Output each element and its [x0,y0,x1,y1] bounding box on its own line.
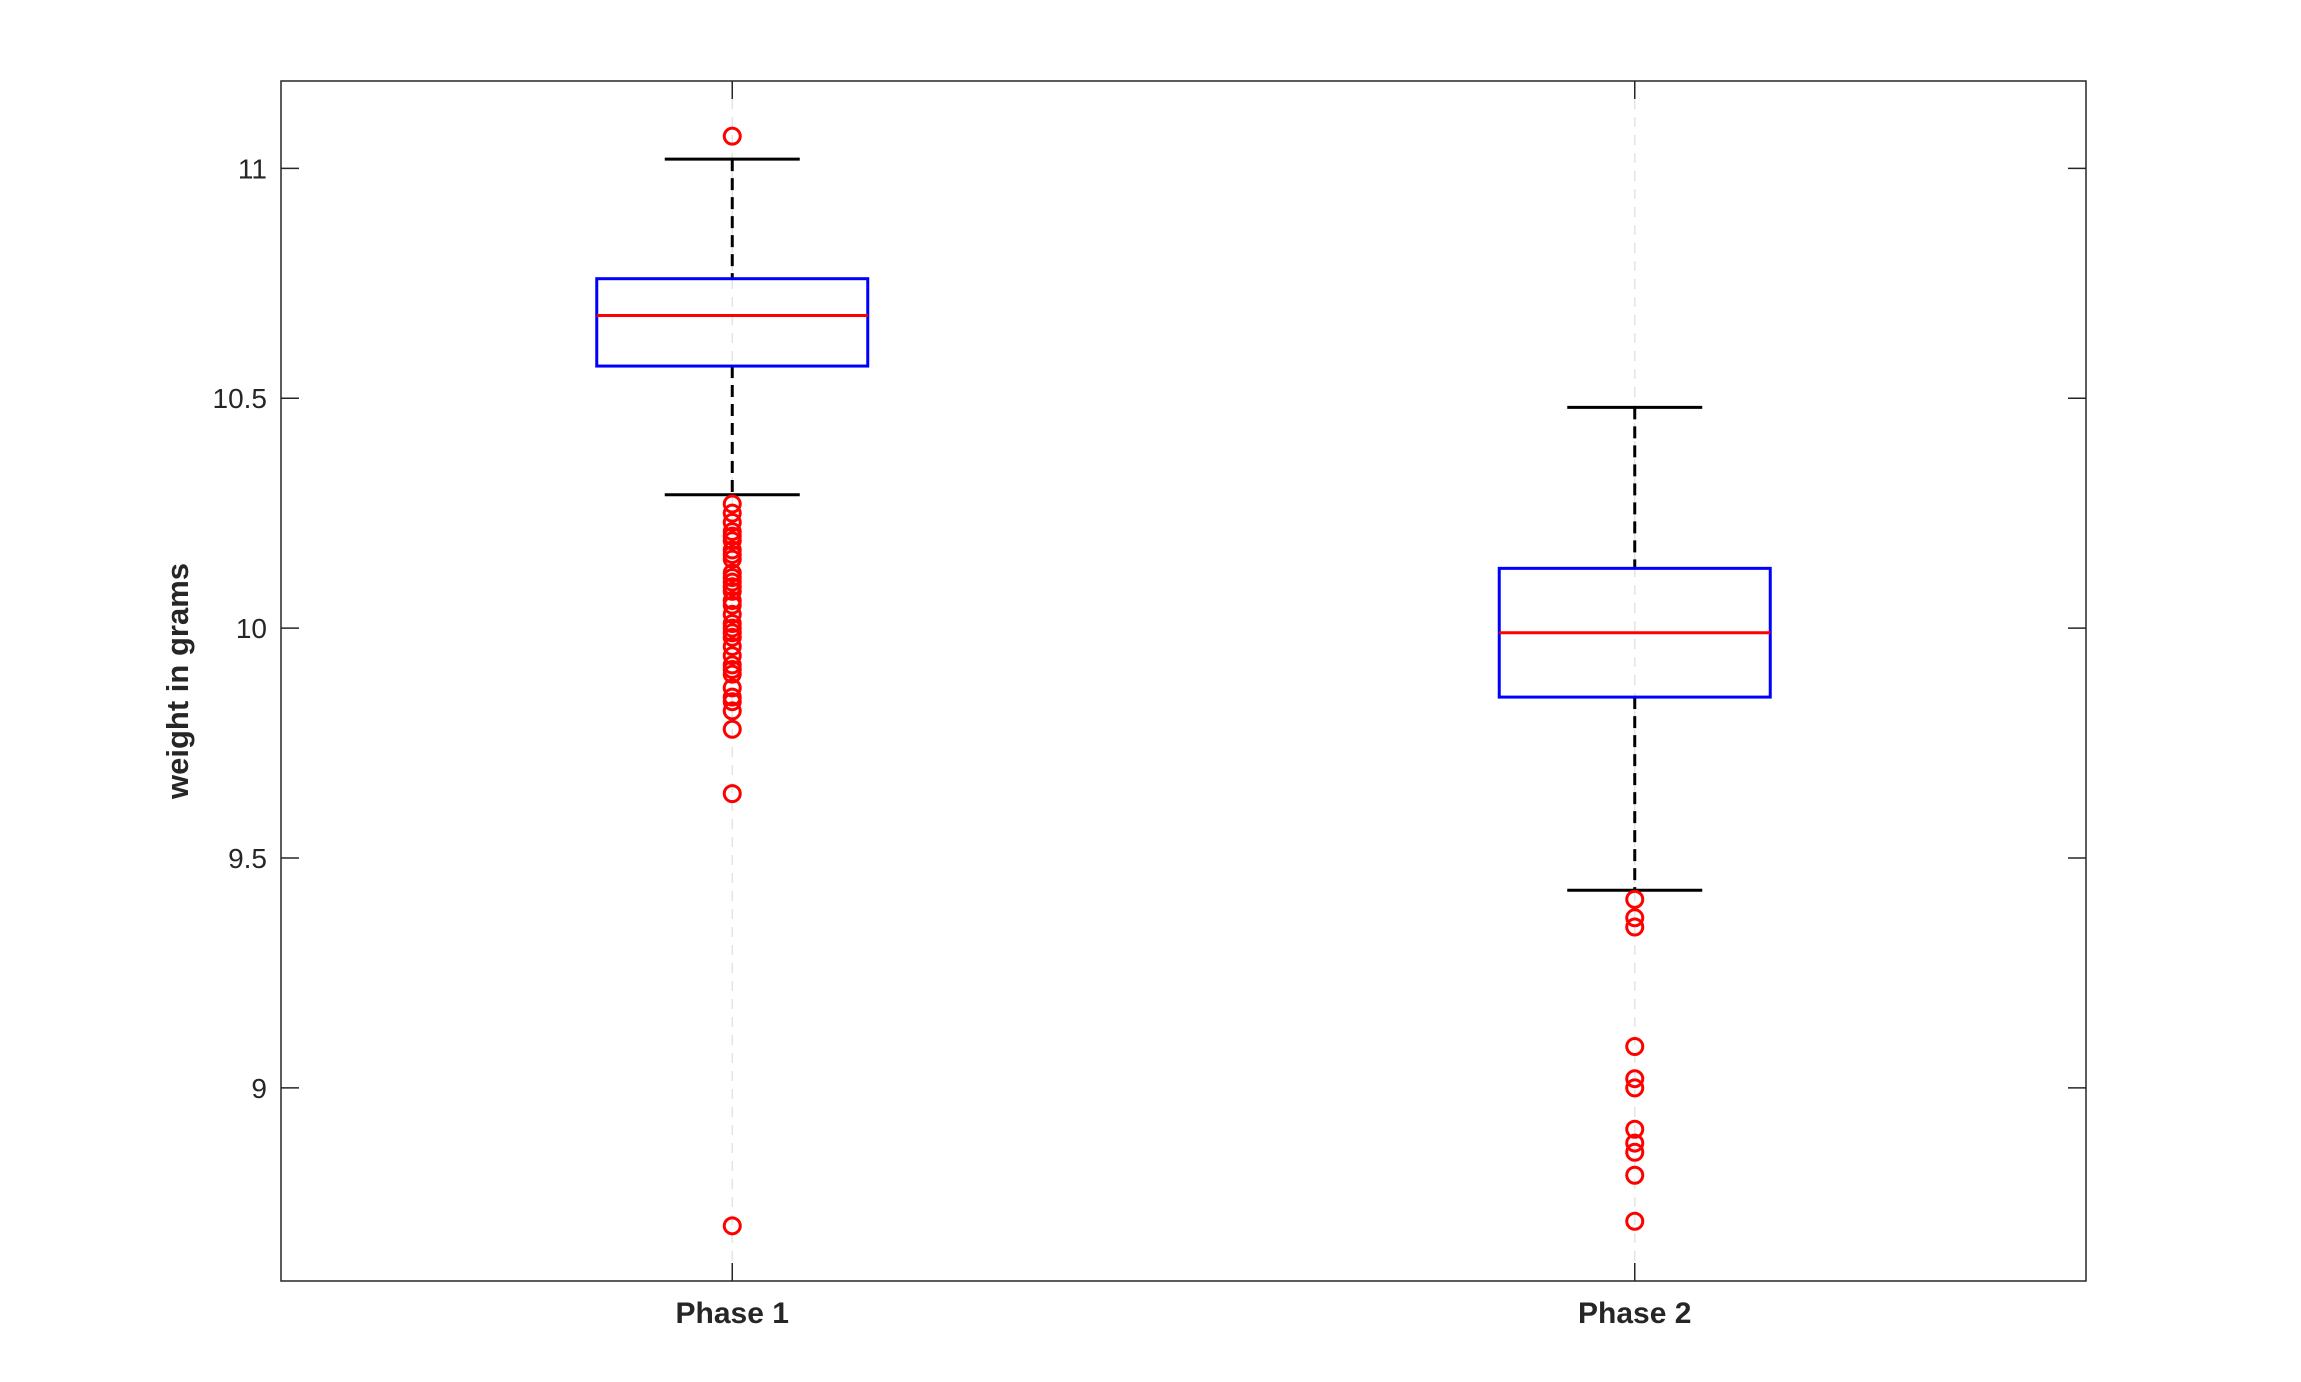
outlier-point [722,531,742,551]
y-tick-label: 9.5 [228,843,267,874]
outlier-point [722,1216,742,1236]
outlier-point [1625,889,1645,909]
outlier-point [722,126,742,146]
outlier-point [722,719,742,739]
outlier-point [1625,1211,1645,1231]
outlier-point [1625,1133,1645,1153]
outlier-point [722,627,742,647]
outlier-point [1625,1119,1645,1139]
outlier-point [722,503,742,523]
x-category-label: Phase 2 [1578,1297,1691,1330]
outlier-point [1625,1165,1645,1185]
outlier-point [722,678,742,698]
outlier-point [722,784,742,804]
outlier-point [722,549,742,569]
outlier-point [722,581,742,601]
outlier-point [1625,1078,1645,1098]
outliers [722,126,1645,1236]
outlier-point [1625,908,1645,928]
outlier-point [722,494,742,514]
outlier-point [722,604,742,624]
outlier-point [722,692,742,712]
outlier-point [1625,1037,1645,1057]
x-axis: Phase 1 Phase 2 [676,81,1691,1330]
outlier-point [722,701,742,721]
y-tick-label: 10.5 [213,383,268,414]
outlier-point [722,512,742,532]
outlier-point [722,595,742,615]
outlier-point [722,646,742,666]
outlier-point [722,664,742,684]
y-tick-label: 11 [238,153,267,184]
y-tick-label: 10 [236,613,267,644]
outlier-point [1625,1069,1645,1089]
outlier-point [1625,917,1645,937]
y-tick-label: 9 [251,1073,267,1104]
y-axis-title: weight in grams [160,563,195,800]
y-axis: 9 9.5 10 10.5 11 [213,153,2086,1104]
interquartile-box [595,277,870,368]
x-category-label: Phase 1 [676,1297,789,1330]
outlier-point [722,637,742,657]
plot-area [280,80,2087,1282]
outlier-point [1625,1142,1645,1162]
